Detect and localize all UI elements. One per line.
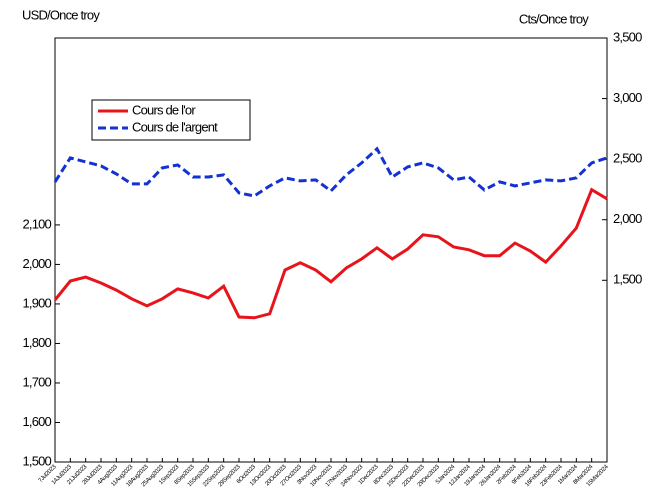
y-tick-label: 1,800 [22,335,51,350]
y-tick-label: 1,900 [22,295,51,310]
y-axis-label: USD/Once troy [22,7,100,22]
y2-tick-label: 1,500 [613,272,642,287]
y-tick-label: 2,100 [22,216,51,231]
series-line [53,146,608,198]
y-tick-label: 1,700 [22,374,51,389]
y-tick-label: 1,500 [22,453,51,468]
legend-label: Cours de l'argent [132,119,218,134]
y2-tick-label: 2,500 [613,151,642,166]
y2-tick-label: 2,000 [613,211,642,226]
legend-box [91,99,251,141]
y2-tick-label: 3,000 [613,90,642,105]
y-tick-label: 1,600 [22,414,51,429]
legend-label: Cours de l'or [132,102,196,117]
y2-axis-label: Cts/Once troy [519,11,589,26]
y-tick-label: 2,000 [22,256,51,271]
y2-tick-label: 3,500 [613,29,642,44]
series-line [53,187,608,320]
